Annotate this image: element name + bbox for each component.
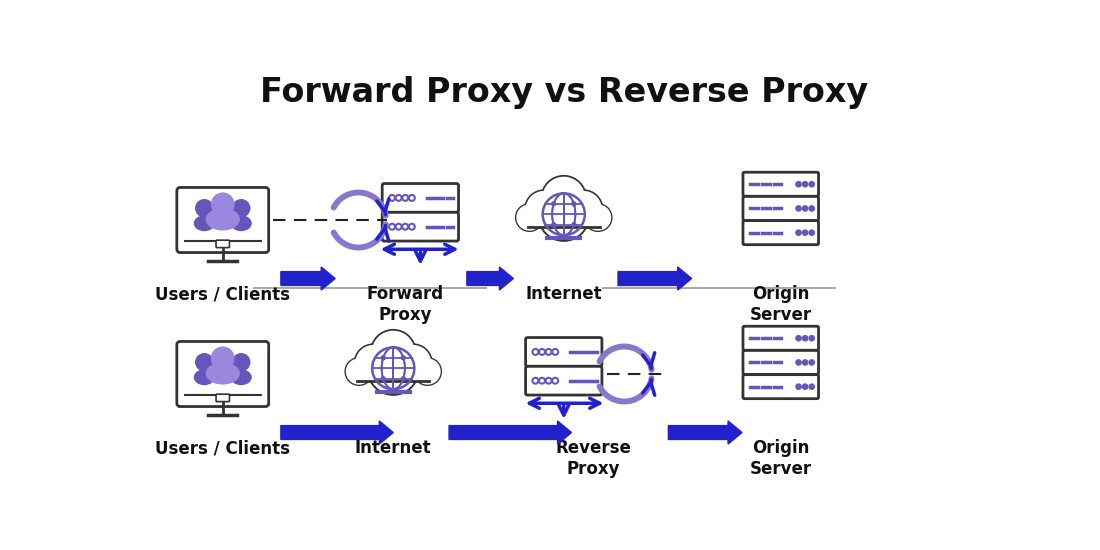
- FancyBboxPatch shape: [526, 366, 602, 395]
- Circle shape: [356, 345, 390, 381]
- Text: Origin
Server: Origin Server: [750, 439, 812, 478]
- Circle shape: [232, 354, 250, 371]
- Circle shape: [796, 182, 801, 187]
- Circle shape: [382, 377, 385, 381]
- Circle shape: [527, 191, 561, 227]
- Text: Users / Clients: Users / Clients: [155, 439, 290, 458]
- Circle shape: [796, 230, 801, 235]
- Circle shape: [415, 359, 440, 384]
- Circle shape: [232, 200, 250, 217]
- FancyArrow shape: [618, 267, 692, 290]
- FancyArrow shape: [280, 421, 394, 444]
- Text: Reverse
Proxy: Reverse Proxy: [556, 439, 631, 478]
- Circle shape: [196, 200, 213, 217]
- FancyBboxPatch shape: [742, 375, 818, 399]
- FancyBboxPatch shape: [526, 338, 602, 366]
- Circle shape: [796, 384, 801, 389]
- Circle shape: [803, 384, 807, 389]
- Circle shape: [382, 356, 385, 360]
- Circle shape: [810, 336, 814, 341]
- Circle shape: [543, 178, 584, 218]
- Circle shape: [810, 206, 814, 211]
- Circle shape: [565, 191, 602, 227]
- Circle shape: [810, 182, 814, 187]
- Circle shape: [526, 191, 562, 227]
- FancyBboxPatch shape: [177, 188, 268, 252]
- FancyArrow shape: [449, 421, 572, 444]
- FancyBboxPatch shape: [742, 221, 818, 245]
- Circle shape: [402, 356, 405, 360]
- Circle shape: [810, 360, 814, 365]
- Ellipse shape: [195, 370, 214, 384]
- Circle shape: [370, 346, 417, 393]
- Circle shape: [402, 377, 405, 381]
- FancyBboxPatch shape: [177, 342, 268, 406]
- Circle shape: [345, 359, 372, 384]
- Text: Internet: Internet: [526, 285, 602, 304]
- Circle shape: [803, 336, 807, 341]
- Text: Forward
Proxy: Forward Proxy: [366, 285, 443, 324]
- Circle shape: [396, 345, 430, 381]
- FancyArrow shape: [280, 267, 336, 290]
- Circle shape: [516, 205, 542, 230]
- FancyBboxPatch shape: [382, 184, 459, 212]
- Circle shape: [539, 191, 588, 240]
- Circle shape: [517, 205, 542, 230]
- Text: Users / Clients: Users / Clients: [155, 285, 290, 304]
- FancyArrow shape: [466, 267, 514, 290]
- Ellipse shape: [207, 209, 239, 230]
- Circle shape: [346, 359, 372, 384]
- FancyArrow shape: [669, 421, 742, 444]
- Circle shape: [540, 192, 587, 239]
- Circle shape: [552, 223, 556, 227]
- Circle shape: [803, 182, 807, 187]
- Circle shape: [211, 193, 234, 216]
- Circle shape: [552, 202, 556, 206]
- Circle shape: [796, 360, 801, 365]
- FancyBboxPatch shape: [742, 196, 818, 221]
- Text: Forward Proxy vs Reverse Proxy: Forward Proxy vs Reverse Proxy: [260, 76, 868, 109]
- Ellipse shape: [231, 370, 251, 384]
- Circle shape: [803, 360, 807, 365]
- Text: Origin
Server: Origin Server: [750, 285, 812, 324]
- Circle shape: [211, 347, 234, 370]
- Circle shape: [355, 345, 392, 381]
- Circle shape: [585, 205, 611, 230]
- Circle shape: [368, 345, 418, 394]
- Circle shape: [810, 384, 814, 389]
- Circle shape: [373, 332, 414, 372]
- Circle shape: [796, 206, 801, 211]
- FancyBboxPatch shape: [216, 240, 230, 248]
- FancyBboxPatch shape: [742, 350, 818, 375]
- Circle shape: [585, 205, 612, 230]
- FancyBboxPatch shape: [742, 172, 818, 196]
- Circle shape: [803, 206, 807, 211]
- Circle shape: [372, 331, 415, 373]
- FancyBboxPatch shape: [216, 394, 230, 402]
- Ellipse shape: [207, 363, 239, 384]
- Circle shape: [395, 345, 431, 381]
- Ellipse shape: [231, 216, 251, 230]
- Ellipse shape: [195, 216, 214, 230]
- Circle shape: [803, 230, 807, 235]
- FancyBboxPatch shape: [382, 212, 459, 241]
- Circle shape: [415, 359, 441, 384]
- Circle shape: [796, 336, 801, 341]
- FancyBboxPatch shape: [742, 326, 818, 350]
- Circle shape: [572, 223, 575, 227]
- Circle shape: [542, 177, 585, 219]
- Circle shape: [810, 230, 814, 235]
- Circle shape: [566, 191, 601, 227]
- Circle shape: [196, 354, 213, 371]
- Text: Internet: Internet: [355, 439, 431, 458]
- Circle shape: [572, 202, 575, 206]
